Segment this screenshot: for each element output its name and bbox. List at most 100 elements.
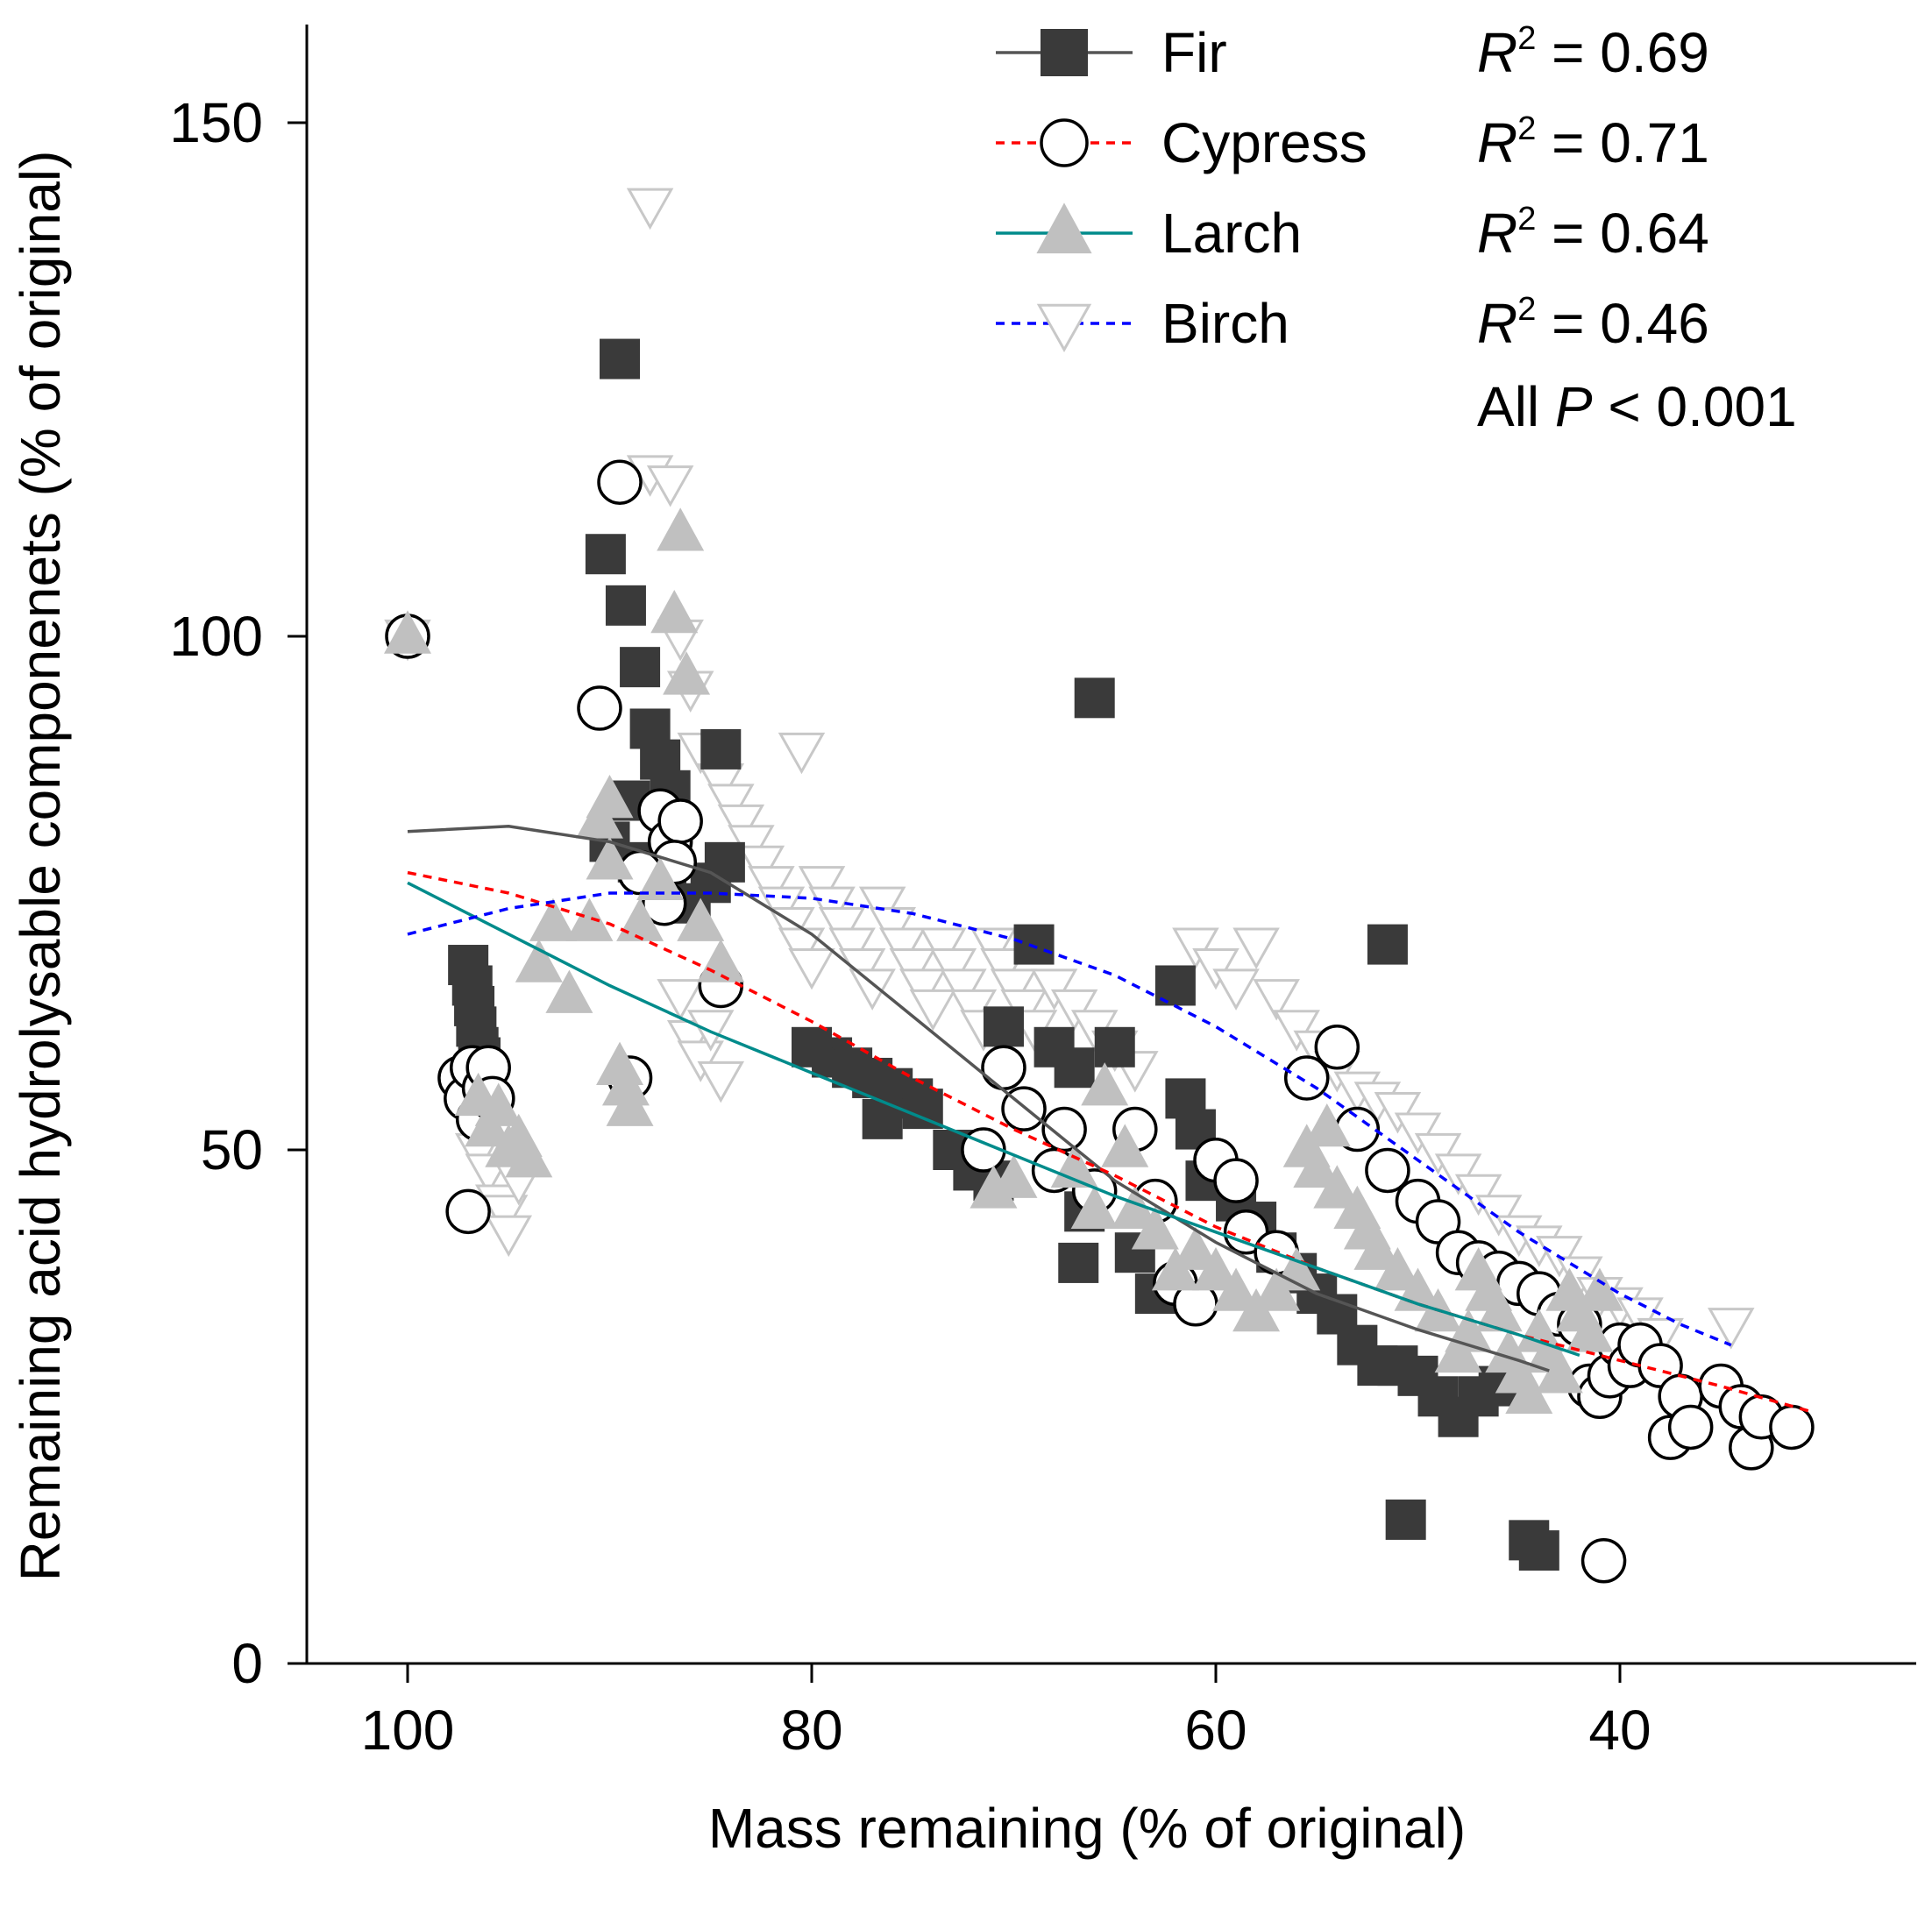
birch-point-52 (1050, 989, 1098, 1032)
birch-point-78 (1616, 1297, 1664, 1339)
fir-point-38 (1094, 1026, 1135, 1067)
r2-superscript: 2 (1517, 110, 1536, 147)
birch-point-23 (798, 866, 846, 908)
r2-superscript: 2 (1517, 20, 1536, 57)
fir-point-37 (1074, 677, 1115, 719)
larch-point-9 (545, 969, 593, 1013)
p-all-label: All (1477, 375, 1555, 438)
fir-point-7 (600, 338, 641, 379)
birch-point-25 (818, 907, 866, 949)
r2-value: = 0.64 (1536, 202, 1709, 265)
larch-point-62 (1566, 1309, 1614, 1352)
birch-point-32 (889, 947, 937, 990)
birch-point-14 (707, 784, 755, 826)
r2-larch: R2 = 0.64 (1477, 201, 1709, 265)
birch-point-7 (626, 188, 674, 231)
y-tick-label-50: 50 (201, 1118, 263, 1181)
cypress-point-9 (597, 459, 643, 505)
larch-point-3 (474, 1082, 522, 1126)
cypress-point-8 (445, 1188, 491, 1235)
x-tick-label-100: 100 (361, 1699, 455, 1762)
legend-item-larch: Larch (996, 202, 1302, 265)
birch-point-28 (849, 968, 896, 1011)
r2-symbol: R (1477, 202, 1517, 265)
larch-point-31 (1131, 1206, 1179, 1250)
r2-superscript: 2 (1517, 291, 1536, 328)
larch-point-33 (1171, 1226, 1219, 1270)
birch-point-57 (1192, 947, 1239, 990)
larch-point-8 (529, 897, 577, 941)
birch-point-26 (828, 927, 876, 969)
legend-marker-larch (1036, 202, 1092, 254)
birch-point-33 (899, 968, 947, 1011)
birch-point-34 (909, 989, 957, 1032)
birch-point-60 (1253, 979, 1300, 1021)
legend-marker-birch (1036, 303, 1092, 352)
larch-point-46 (1374, 1247, 1422, 1291)
birch-point-15 (717, 804, 765, 847)
larch-point-17 (616, 897, 664, 941)
larch-point-6 (505, 1134, 553, 1178)
larch-point-16 (606, 1082, 654, 1126)
larch-point-35 (1212, 1267, 1261, 1311)
birch-point-9 (646, 465, 694, 507)
larch-point-22 (677, 897, 725, 941)
birch-point-24 (808, 886, 856, 929)
birch-point-17 (737, 845, 785, 888)
r2-value: = 0.69 (1536, 21, 1709, 84)
r2-value: = 0.46 (1536, 292, 1709, 355)
fir-point-62 (1518, 1530, 1559, 1571)
birch-point-22 (788, 947, 835, 990)
birch-point-36 (929, 947, 977, 990)
birch-point-71 (1474, 1195, 1523, 1237)
cypress-point-23 (1041, 1106, 1087, 1153)
p-threshold: < 0.001 (1593, 375, 1797, 438)
birch-point-56 (1172, 927, 1219, 969)
p-symbol: P (1555, 375, 1593, 438)
larch-point-42 (1313, 1165, 1361, 1209)
cypress-point-60 (1769, 1404, 1815, 1451)
birch-point-58 (1212, 968, 1260, 1011)
larch-point-19 (657, 507, 705, 551)
cypress-point-34 (1314, 1025, 1360, 1070)
legend-item-fir: Fir (996, 21, 1227, 84)
larch-point-21 (663, 651, 711, 695)
larch-point-53 (1474, 1287, 1523, 1332)
p-value-annotation: All P < 0.001 (1477, 375, 1797, 438)
fir-point-55 (1367, 924, 1408, 965)
larch-point-41 (1303, 1103, 1351, 1147)
r2-symbol: R (1477, 21, 1517, 84)
larch-point-18 (636, 856, 685, 900)
larch-point-7 (515, 939, 563, 982)
x-tick-label-80: 80 (780, 1699, 842, 1762)
r2-value: = 0.71 (1536, 111, 1709, 174)
birch-point-48 (677, 1040, 724, 1082)
larch-point-13 (586, 836, 634, 880)
birch-point-29 (858, 886, 906, 929)
cypress-fit-line (407, 870, 1813, 1414)
fir-fit-line (407, 825, 1550, 1372)
birch-point-30 (869, 907, 916, 949)
legend-marker-fir (1041, 29, 1088, 76)
legend-label-fir: Fir (1161, 21, 1227, 84)
birch-point-45 (778, 732, 826, 775)
y-tick-label-150: 150 (169, 91, 263, 154)
fir-point-19 (700, 728, 742, 770)
x-tick-label-40: 40 (1588, 1699, 1651, 1762)
birch-fit-line (407, 891, 1732, 1347)
y-axis-title: Remaining acid hydrolysable componenets … (9, 151, 72, 1582)
birch-point-80 (1708, 1308, 1755, 1350)
fir-point-8 (585, 534, 626, 575)
larch-point-29 (1101, 1124, 1149, 1167)
larch-point-20 (650, 589, 699, 634)
legend: Fir Cypress Larch Birch (996, 21, 1367, 355)
larch-point-12 (586, 774, 634, 819)
fir-point-10 (620, 647, 661, 688)
cypress-point-55 (1667, 1404, 1714, 1451)
r2-cypress: R2 = 0.71 (1477, 110, 1709, 174)
y-tick-label-100: 100 (169, 605, 263, 668)
fir-point-60 (1385, 1499, 1426, 1540)
y-axis-ticks: 0 50 100 150 (169, 91, 307, 1695)
birch-point-31 (878, 927, 927, 969)
